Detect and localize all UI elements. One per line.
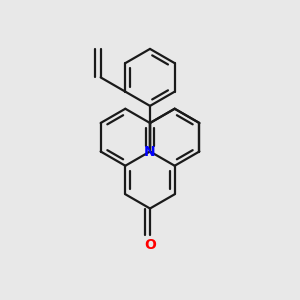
Text: O: O xyxy=(144,238,156,252)
Text: N: N xyxy=(144,145,156,158)
